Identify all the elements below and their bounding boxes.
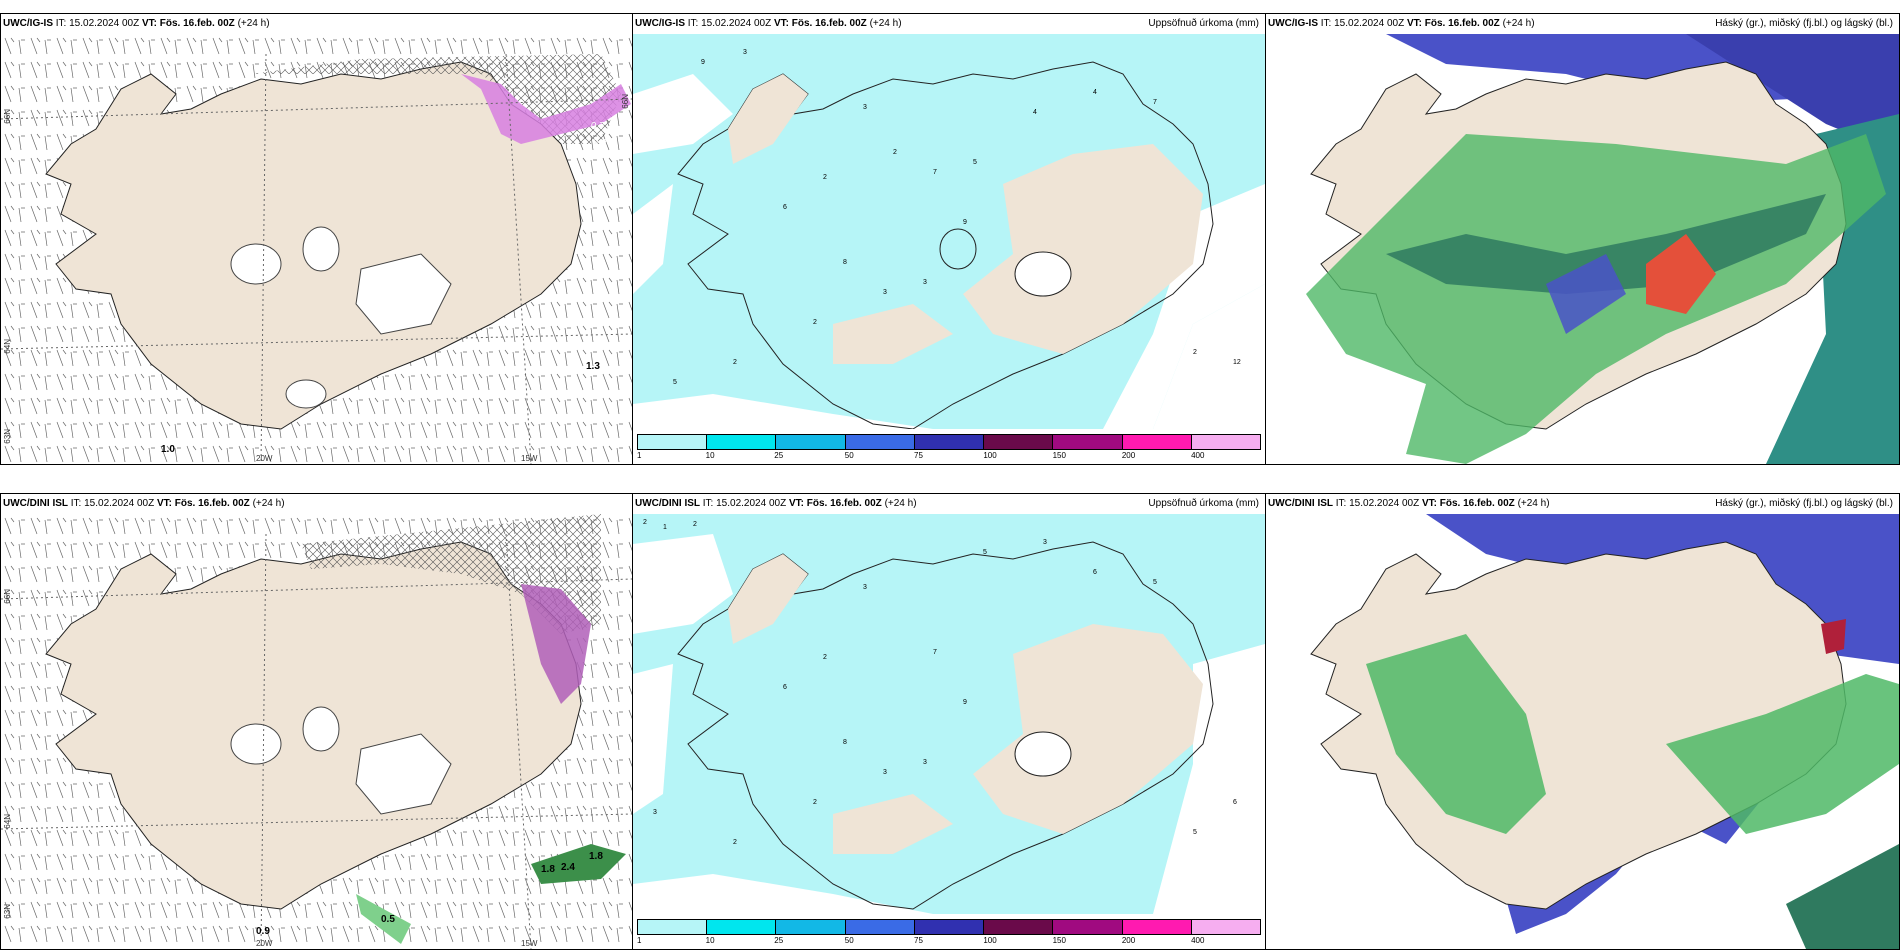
svg-text:2: 2	[823, 174, 827, 181]
svg-text:3: 3	[863, 104, 867, 111]
svg-text:9: 9	[963, 699, 967, 706]
lon-label: 20W	[256, 939, 273, 948]
iceland-map-clouds	[1266, 514, 1899, 949]
map-panel-precip-igis: UWC/IG-IS IT: 15.02.2024 00Z VT: Fös. 16…	[632, 13, 1266, 465]
svg-text:3: 3	[863, 584, 867, 591]
panel-header: UWC/IG-IS IT: 15.02.2024 00Z VT: Fös. 16…	[1266, 14, 1899, 34]
panel-header: UWC/DINI ISL IT: 15.02.2024 00Z VT: Fös.…	[633, 494, 1265, 514]
svg-text:2: 2	[823, 654, 827, 661]
value-label: 0.7	[591, 121, 605, 132]
svg-text:2: 2	[1193, 349, 1197, 356]
value-label: 2.4	[561, 862, 575, 873]
panel-header: UWC/IG-IS IT: 15.02.2024 00Z VT: Fös. 16…	[633, 14, 1265, 34]
iceland-map-wind: 1.0 1.3 0.7 2.2	[1, 34, 632, 464]
value-label: 1.0	[161, 444, 175, 455]
value-label: 0.5	[381, 914, 395, 925]
panel-header: UWC/DINI ISL IT: 15.02.2024 00Z VT: Fös.…	[3, 498, 285, 509]
svg-text:6: 6	[1093, 569, 1097, 576]
svg-text:5: 5	[673, 379, 677, 386]
svg-text:5: 5	[983, 549, 987, 556]
svg-text:3: 3	[653, 809, 657, 816]
lon-label: 15W	[521, 454, 538, 463]
svg-text:6: 6	[1233, 799, 1237, 806]
svg-text:7: 7	[933, 169, 937, 176]
svg-text:2: 2	[813, 319, 817, 326]
map-panel-windsnow-igis: UWC/IG-IS IT: 15.02.2024 00Z VT: Fös. 16…	[0, 13, 633, 465]
value-label: 0.9	[256, 926, 270, 937]
panel-header: UWC/IG-IS IT: 15.02.2024 00Z VT: Fös. 16…	[3, 18, 270, 29]
lat-label: 63N	[3, 904, 12, 919]
lat-label: 64N	[3, 339, 12, 354]
svg-text:3: 3	[923, 279, 927, 286]
svg-text:3: 3	[883, 769, 887, 776]
panel-header: UWC/DINI ISL IT: 15.02.2024 00Z VT: Fös.…	[1266, 494, 1899, 514]
svg-text:7: 7	[933, 649, 937, 656]
colorbar-ticks: 1 10 25 50 75 100 150 200 400	[637, 936, 1205, 945]
panel-title: Uppsöfnuð úrkoma (mm)	[1148, 498, 1259, 509]
svg-text:2: 2	[733, 839, 737, 846]
svg-text:5: 5	[973, 159, 977, 166]
svg-text:12: 12	[1233, 359, 1241, 366]
iceland-map-precip: 9 3 3 2 7 9 2 6 8 3 3 2 2 5 2 12 5 4 4 7	[633, 34, 1265, 429]
map-panel-clouds-dini: UWC/DINI ISL IT: 15.02.2024 00Z VT: Fös.…	[1265, 493, 1900, 950]
svg-text:8: 8	[843, 259, 847, 266]
svg-text:9: 9	[701, 59, 705, 66]
iceland-map-precip: 2 1 2 3 7 9 2 6 8 3 3 2 2 3 5 6 5 3 6 5	[633, 514, 1265, 914]
lat-label-east: 66N	[621, 94, 630, 109]
iceland-map-wind: 0.9 0.5 1.8 2.4 1.8	[1, 514, 632, 949]
svg-text:7: 7	[1153, 99, 1157, 106]
value-label: 1.3	[586, 361, 600, 372]
svg-text:4: 4	[1093, 89, 1097, 96]
lon-label: 20W	[256, 454, 273, 463]
svg-text:1: 1	[663, 524, 667, 531]
svg-text:8: 8	[843, 739, 847, 746]
svg-text:3: 3	[1043, 539, 1047, 546]
value-label: 1.8	[589, 851, 603, 862]
svg-text:6: 6	[783, 204, 787, 211]
svg-text:2: 2	[643, 519, 647, 526]
map-panel-clouds-igis: UWC/IG-IS IT: 15.02.2024 00Z VT: Fös. 16…	[1265, 13, 1900, 465]
svg-text:3: 3	[923, 759, 927, 766]
svg-text:2: 2	[733, 359, 737, 366]
lat-label: 63N	[3, 429, 12, 444]
lat-label: 66N	[3, 109, 12, 124]
svg-text:2: 2	[893, 149, 897, 156]
lat-label: 66N	[3, 589, 12, 604]
iceland-map-clouds	[1266, 34, 1899, 464]
colorbar	[637, 919, 1261, 935]
map-panel-precip-dini: UWC/DINI ISL IT: 15.02.2024 00Z VT: Fös.…	[632, 493, 1266, 950]
panel-title: Uppsöfnuð úrkoma (mm)	[1148, 18, 1259, 29]
lon-label: 15W	[521, 939, 538, 948]
svg-text:2: 2	[813, 799, 817, 806]
svg-text:3: 3	[883, 289, 887, 296]
svg-text:5: 5	[1193, 829, 1197, 836]
svg-text:6: 6	[783, 684, 787, 691]
lat-label: 64N	[3, 814, 12, 829]
svg-text:2: 2	[693, 521, 697, 528]
value-label: 1.8	[541, 864, 555, 875]
colorbar-ticks: 1 10 25 50 75 100 150 200 400	[637, 451, 1205, 460]
value-label: 2.2	[593, 138, 607, 149]
panel-title: Háský (gr.), miðský (fj.bl.) og lágský (…	[1715, 18, 1893, 29]
svg-text:4: 4	[1033, 109, 1037, 116]
svg-text:3: 3	[743, 49, 747, 56]
svg-text:9: 9	[963, 219, 967, 226]
panel-title: Háský (gr.), miðský (fj.bl.) og lágský (…	[1715, 498, 1893, 509]
svg-text:5: 5	[1153, 579, 1157, 586]
map-panel-windsnow-dini: UWC/DINI ISL IT: 15.02.2024 00Z VT: Fös.…	[0, 493, 633, 950]
colorbar	[637, 434, 1261, 450]
